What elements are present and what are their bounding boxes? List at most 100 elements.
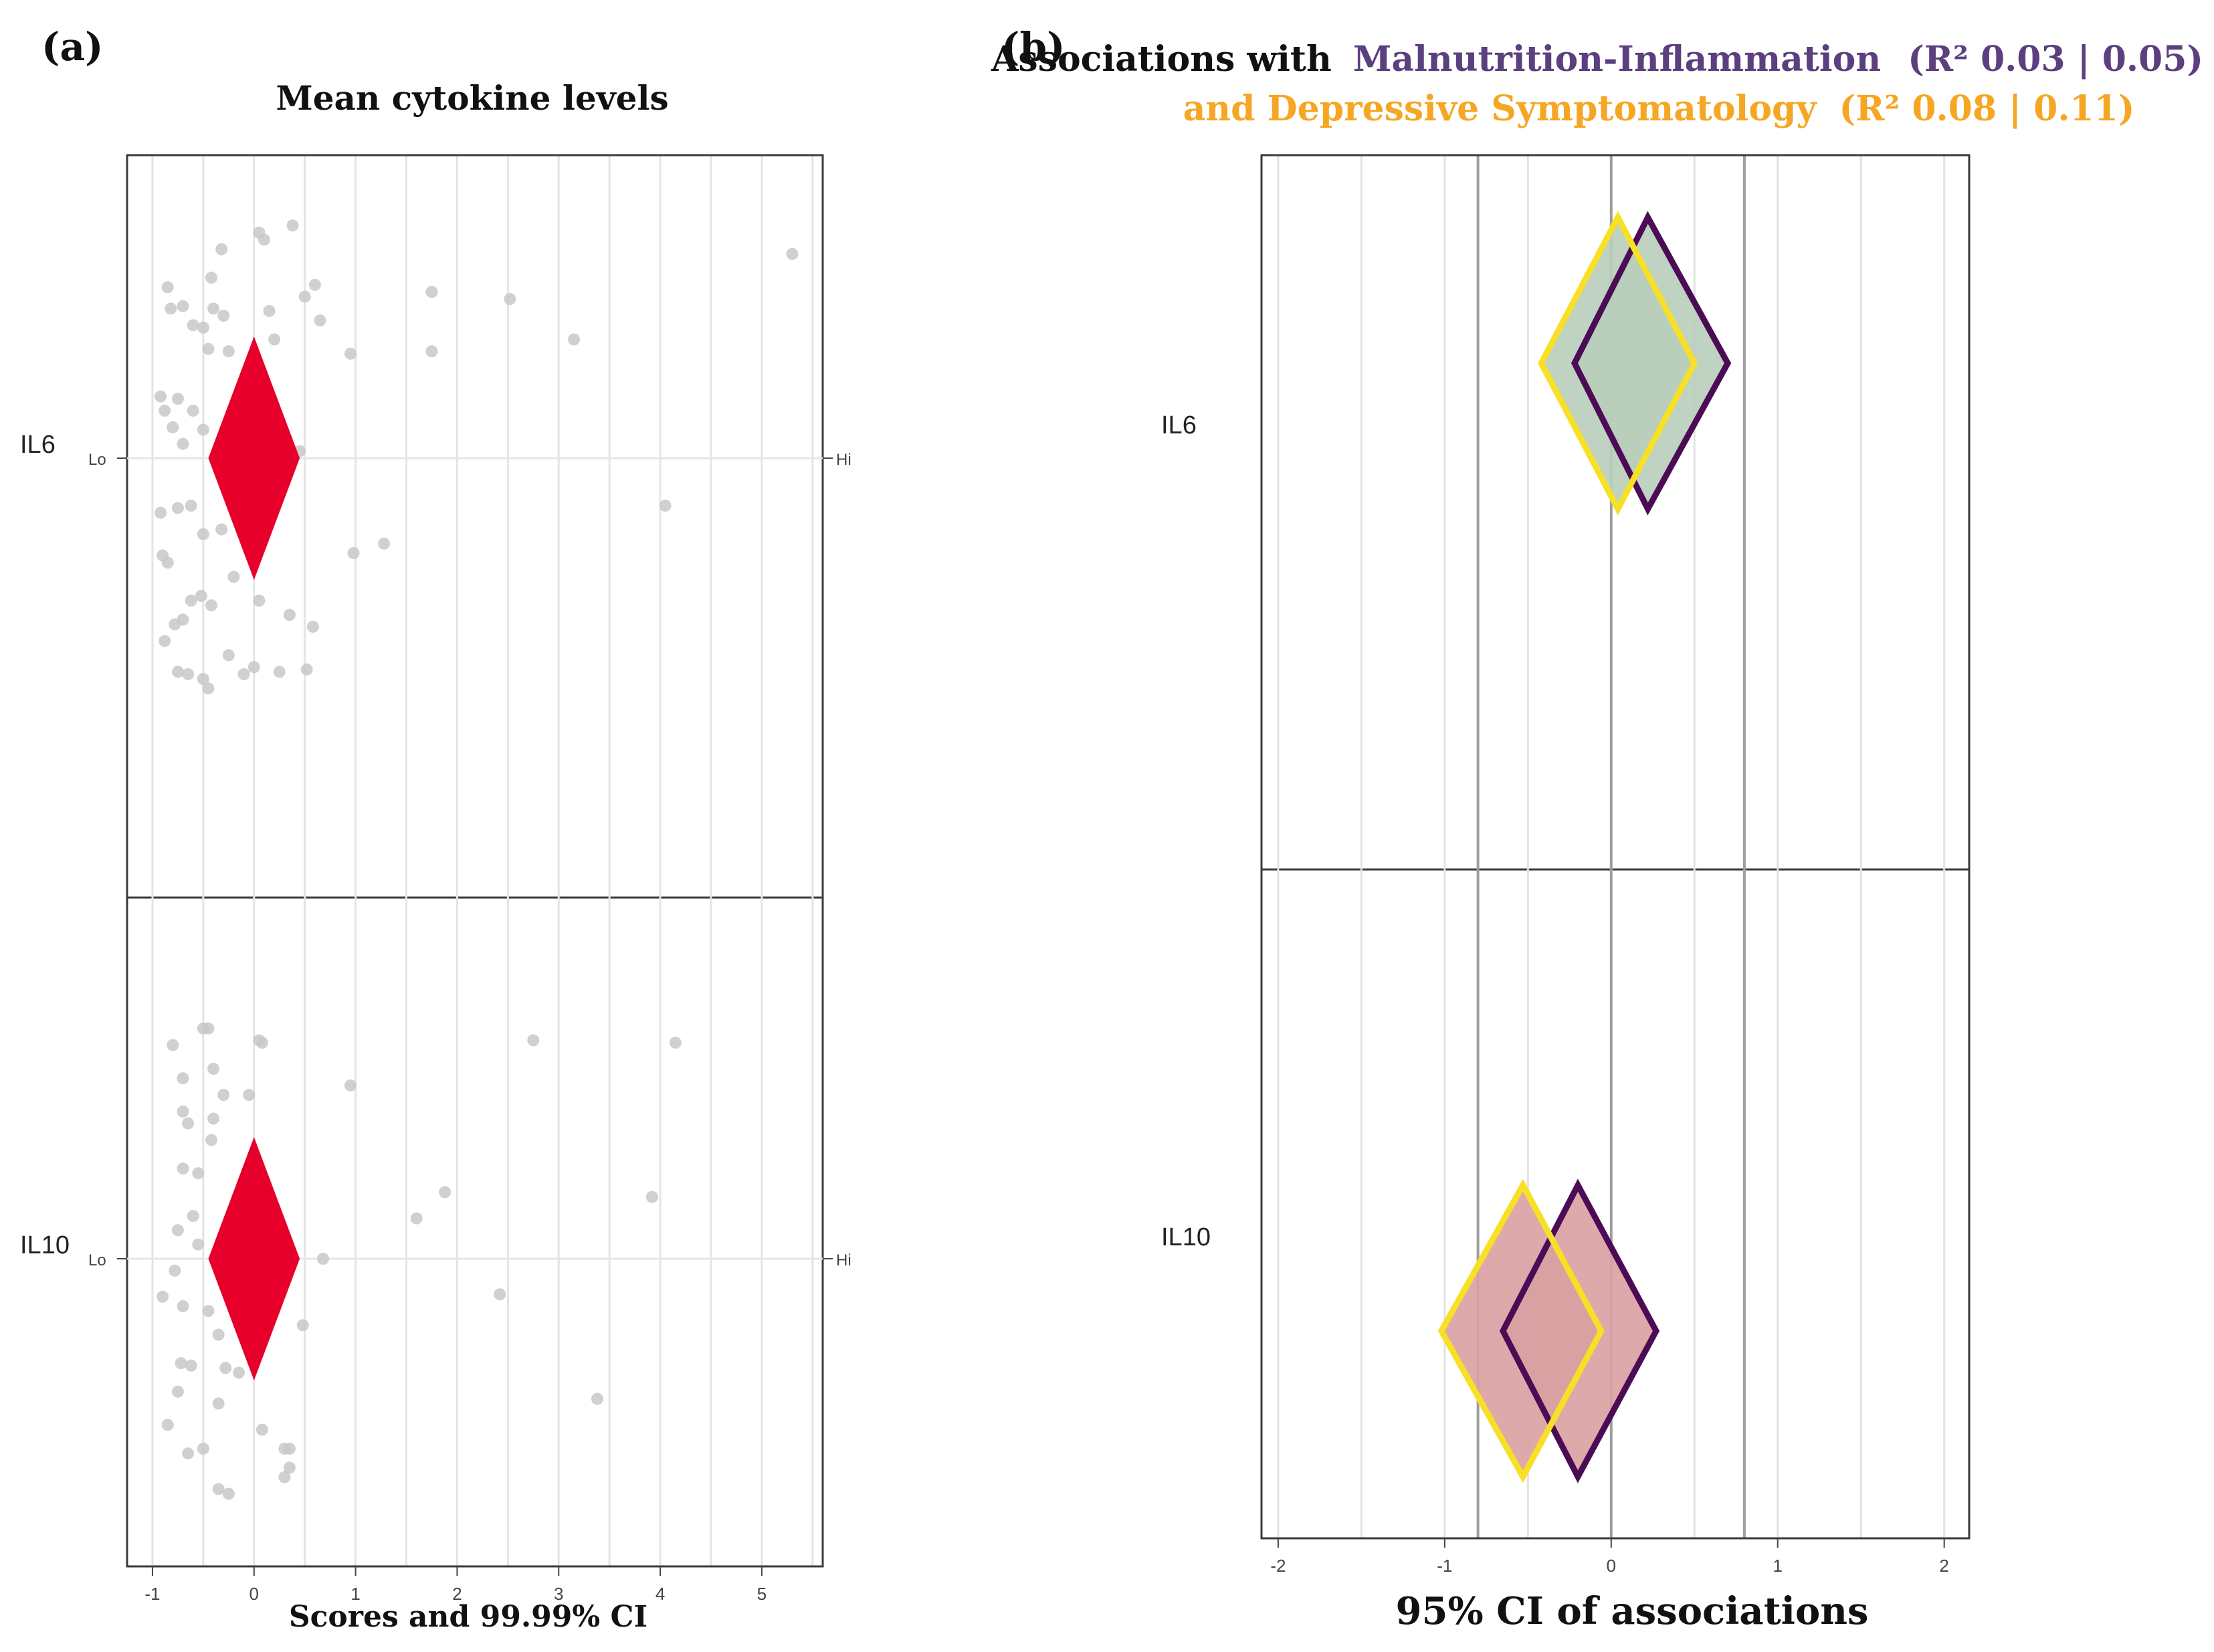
panel-a-point-il6	[263, 304, 276, 317]
panel-a-point-il6	[217, 310, 230, 322]
panel-a-point-il6	[247, 661, 260, 674]
panel-a-point-il10	[161, 1419, 174, 1431]
panel-a-x-tick-label: 1	[350, 1584, 360, 1604]
panel-a-point-il10	[645, 1191, 658, 1203]
panel-a-point-il10	[167, 1039, 179, 1051]
panel-a-point-il6	[308, 278, 321, 291]
panel-a-point-il10	[177, 1105, 189, 1118]
panel-a-point-il10	[207, 1112, 220, 1125]
panel-a-point-il10	[217, 1089, 230, 1102]
panel-a-x-tick-label: -1	[144, 1584, 160, 1604]
panel-a-point-il10	[317, 1253, 330, 1265]
panel-a-point-il6	[171, 393, 184, 405]
panel-a-diamond-il10	[208, 1137, 300, 1380]
panel-a-point-il10	[243, 1089, 256, 1102]
panel-a-lo-label: Lo	[88, 1251, 106, 1269]
panel-a-x-axis-label: Scores and 99.99% CI	[289, 1600, 647, 1634]
panel-a-point-il6	[187, 319, 199, 332]
panel-a-point-il6	[286, 219, 299, 232]
panel-a-point-il10	[205, 1134, 218, 1146]
panel-a-point-il6	[155, 506, 167, 519]
panel-a-point-il6	[177, 437, 189, 450]
panel-a-point-il6	[425, 345, 438, 358]
panel-a-point-il10	[197, 1443, 209, 1455]
panel-b-diamonds	[1437, 211, 1732, 1483]
panel-a-point-il6	[185, 595, 197, 607]
panel-a-point-il6	[165, 302, 177, 315]
panel-a-point-il10	[157, 1290, 169, 1303]
panel-a: (a) Mean cytokine levels IL6 Lo Hi IL10 Lo Hi…	[20, 24, 851, 1634]
panel-a-gridlines	[126, 154, 824, 1568]
panel-a-point-il10	[202, 1022, 215, 1035]
panel-a-x-tick-label: 2	[452, 1584, 462, 1604]
panel-a-point-il6	[425, 286, 438, 298]
panel-a-row-label-il10: IL10	[20, 1231, 70, 1259]
panel-b-title-prefix: Associations with	[991, 39, 1332, 80]
panel-b-diamond-malnutrition-il10	[1499, 1178, 1660, 1483]
panel-a-point-il10	[171, 1224, 184, 1237]
panel-a-point-il10	[344, 1079, 357, 1092]
panel-b-x-tick-label: 1	[1773, 1556, 1782, 1576]
panel-a-point-il10	[410, 1212, 423, 1225]
panel-b-title-line-2: and Depressive Symptomatology (R² 0.08 |…	[1183, 88, 2135, 129]
panel-a-point-il6	[227, 571, 240, 583]
panel-a-point-il10	[192, 1238, 205, 1251]
panel-a-point-il6	[185, 500, 197, 512]
panel-a-point-il6	[197, 673, 209, 686]
panel-a-point-il6	[161, 556, 174, 569]
panel-a-point-il6	[283, 609, 296, 621]
panel-b-row-label-il6: IL6	[1161, 411, 1197, 439]
panel-b-diamond-depressive-il10	[1437, 1178, 1605, 1483]
panel-a-point-il10	[296, 1319, 309, 1332]
panel-a-row-label-il6: IL6	[20, 431, 56, 459]
panel-a-diamond-il6	[208, 336, 300, 580]
legend-malnutrition-name: Malnutrition-Inflammation	[1353, 39, 1881, 80]
panel-a-lo-label: Lo	[88, 451, 106, 469]
panel-b-label: (b)	[1001, 24, 1065, 70]
panel-a-point-il10	[212, 1328, 225, 1341]
panel-a-point-il6	[177, 300, 189, 312]
panel-a-x-tick-label: 3	[554, 1584, 563, 1604]
panel-b-title-line-1: Associations with Malnutrition-Inflammat…	[991, 39, 2203, 80]
panel-a-point-il6	[222, 345, 235, 358]
panel-a-point-il6	[205, 272, 218, 284]
panel-a-point-il10	[212, 1397, 225, 1410]
panel-a-point-il6	[202, 342, 215, 355]
panel-a-point-il10	[202, 1305, 215, 1318]
panel-a-point-il6	[195, 589, 207, 602]
panel-a-point-il6	[306, 621, 319, 633]
panel-a-point-il6	[504, 293, 516, 306]
panel-a-point-il6	[171, 665, 184, 678]
panel-a-point-il6	[155, 390, 167, 403]
panel-b-x-ticks: -2 -1 0 1 2	[1270, 1538, 1949, 1576]
panel-a-point-il10	[182, 1447, 195, 1460]
panel-a-x-ticks: -1 0 1 2 3 4 5	[144, 1566, 767, 1604]
panel-a-point-il10	[171, 1385, 184, 1398]
panel-a-point-il6	[182, 668, 195, 681]
panel-b-x-axis-label: 95% CI of associations	[1396, 1589, 1869, 1633]
panel-a-point-il10	[439, 1186, 451, 1199]
panel-a-point-il6	[161, 281, 174, 294]
legend-depressive-name: and Depressive Symptomatology	[1183, 88, 1818, 129]
panel-a-x-tick-label: 4	[656, 1584, 665, 1604]
panel-a-point-il10	[177, 1072, 189, 1085]
panel-a-point-il10	[256, 1036, 268, 1049]
panel-a-point-il6	[237, 668, 250, 681]
panel-a-point-il10	[182, 1117, 195, 1130]
panel-a-point-il10	[283, 1461, 296, 1474]
panel-a-point-il6	[253, 595, 266, 607]
panel-a-point-il6	[378, 537, 391, 550]
panel-a-point-il10	[278, 1471, 291, 1483]
panel-a-point-il6	[202, 682, 215, 695]
panel-a-point-il6	[167, 421, 179, 433]
panel-a-point-il10	[177, 1162, 189, 1175]
panel-b: (b) Associations with Malnutrition-Infla…	[991, 24, 2203, 1633]
panel-a-point-il10	[212, 1483, 225, 1495]
panel-a-point-il6	[215, 523, 228, 536]
panel-a-frame	[126, 154, 824, 1568]
panel-a-point-il6	[344, 347, 357, 360]
panel-a-point-il6	[171, 502, 184, 514]
legend-depressive-r2: (R² 0.08 | 0.11)	[1839, 88, 2135, 129]
panel-b-diamond-depressive-il6	[1538, 211, 1698, 516]
